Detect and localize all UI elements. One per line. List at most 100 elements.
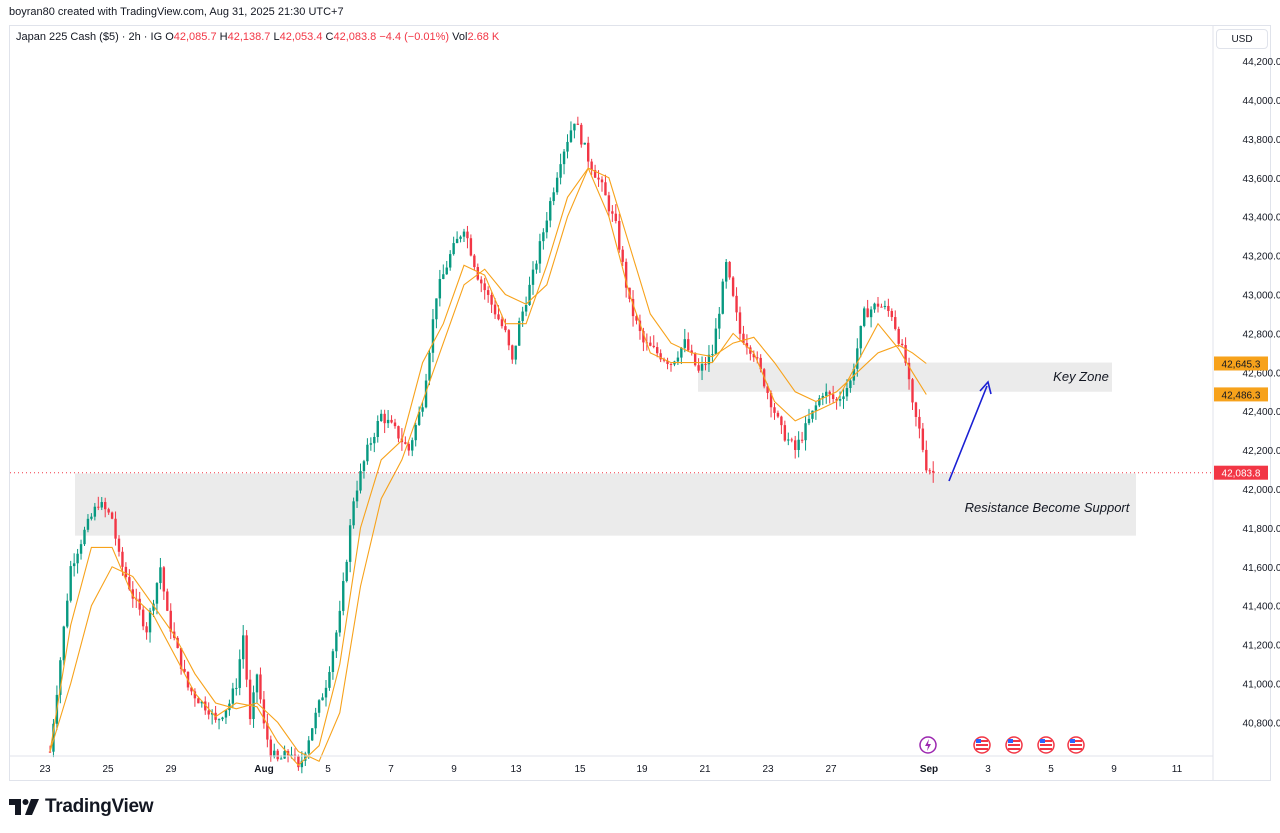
candle-body — [542, 232, 545, 242]
candle-body — [759, 357, 762, 370]
open-label: O — [165, 31, 174, 43]
candle-body — [624, 261, 628, 288]
candle-body — [48, 751, 52, 753]
candle-body — [414, 424, 417, 441]
price-axis: 40,800.0 41,000.0 41,200.0 41,400.0 41,600.0… — [1212, 26, 1280, 780]
change-value: −4.4 (−0.01%) — [379, 31, 450, 43]
us-flag-event-icon[interactable] — [1067, 736, 1085, 754]
candle-body — [835, 398, 838, 401]
price-tick-label: 43,600.0 — [1243, 174, 1280, 185]
price-tick-label: 41,200.0 — [1243, 641, 1280, 652]
candle-body — [518, 321, 521, 346]
candle-body — [845, 388, 849, 397]
candle-body — [880, 306, 883, 308]
us-flag-event-icon[interactable] — [1037, 736, 1055, 754]
candle-body — [549, 201, 552, 221]
candle-body — [193, 691, 197, 699]
candle-body — [731, 277, 735, 296]
currency-button[interactable]: USD — [1216, 29, 1268, 49]
candle-body — [859, 325, 862, 349]
candle-body — [925, 449, 928, 471]
candle-body — [200, 701, 203, 704]
candle-body — [297, 756, 300, 768]
candle-body — [300, 760, 304, 768]
candle-body — [221, 717, 224, 720]
candle-body — [507, 330, 511, 346]
candle-body — [224, 710, 228, 718]
zone-rect — [75, 473, 1136, 536]
price-tick-label: 41,400.0 — [1243, 602, 1280, 613]
moving-averages-layer — [49, 166, 927, 766]
candle-body — [838, 399, 842, 401]
candle-body — [811, 410, 814, 419]
candle-body — [104, 502, 107, 510]
price-tick-label: 43,000.0 — [1243, 291, 1280, 302]
candle-body — [555, 177, 559, 193]
us-flag-stripe — [976, 744, 988, 746]
candle-body — [486, 290, 490, 295]
us-flag-stripe — [1070, 748, 1082, 750]
last-price-badge-bg — [1214, 465, 1268, 480]
candle-body — [797, 439, 800, 450]
candle-body — [393, 422, 397, 427]
candle-body — [700, 364, 704, 371]
candle-body — [97, 506, 100, 508]
candle-body — [276, 750, 279, 760]
candle-body — [497, 314, 500, 320]
candle-body — [248, 679, 252, 720]
candle-body — [807, 418, 811, 424]
candle-body — [918, 416, 921, 429]
candle-body — [314, 712, 317, 729]
candle-body — [83, 529, 86, 545]
candle-body — [890, 311, 893, 318]
candle-body — [483, 283, 486, 291]
us-flag-stripe — [1070, 744, 1082, 746]
candle-body — [738, 312, 742, 334]
symbol-name: Japan 225 Cash ($5) · 2h · IG — [16, 31, 163, 43]
candle-body — [635, 316, 638, 321]
us-flag-event-icon[interactable] — [973, 736, 991, 754]
candle-body — [687, 339, 690, 351]
candle-body — [780, 416, 783, 426]
time-tick-label: 5 — [325, 764, 331, 775]
candle-body — [269, 739, 272, 757]
candle-body — [317, 700, 321, 713]
arrow-head — [979, 380, 992, 395]
candle-body — [335, 632, 338, 652]
candle-body — [856, 348, 859, 369]
candle-body — [597, 177, 600, 180]
candle-body — [424, 380, 428, 408]
candle-body — [887, 305, 890, 312]
candle-body — [818, 398, 821, 406]
candle-body — [828, 391, 831, 395]
candle-body — [455, 238, 459, 244]
candle-body — [480, 279, 483, 284]
candle-body — [66, 600, 69, 627]
time-tick-label: 21 — [699, 764, 711, 775]
us-flag-canton — [1070, 739, 1075, 743]
candle-body — [283, 751, 286, 759]
candle-body — [452, 243, 455, 255]
price-tick-label: 44,000.0 — [1243, 96, 1280, 107]
candle-body — [338, 610, 341, 633]
chart-credit: boyran80 created with TradingView.com, A… — [9, 6, 344, 18]
candle-body — [928, 470, 931, 472]
us-flag-event-icon[interactable] — [1005, 736, 1023, 754]
candle-body — [462, 231, 466, 237]
candle-body — [669, 364, 673, 366]
candle-body — [869, 309, 873, 318]
us-flag-stripe — [976, 748, 988, 750]
candle-body — [204, 701, 207, 711]
tradingview-logo[interactable]: TradingView — [9, 796, 154, 818]
candle-body — [783, 425, 787, 441]
candle-body — [304, 753, 307, 761]
candle-body — [800, 439, 804, 441]
candle-body — [128, 577, 131, 590]
candle-body — [921, 428, 925, 450]
candle-body — [883, 305, 887, 307]
time-tick-label: Aug — [254, 764, 273, 775]
candle-body — [390, 419, 393, 423]
candle-body — [124, 566, 128, 578]
candle-body — [121, 551, 124, 567]
